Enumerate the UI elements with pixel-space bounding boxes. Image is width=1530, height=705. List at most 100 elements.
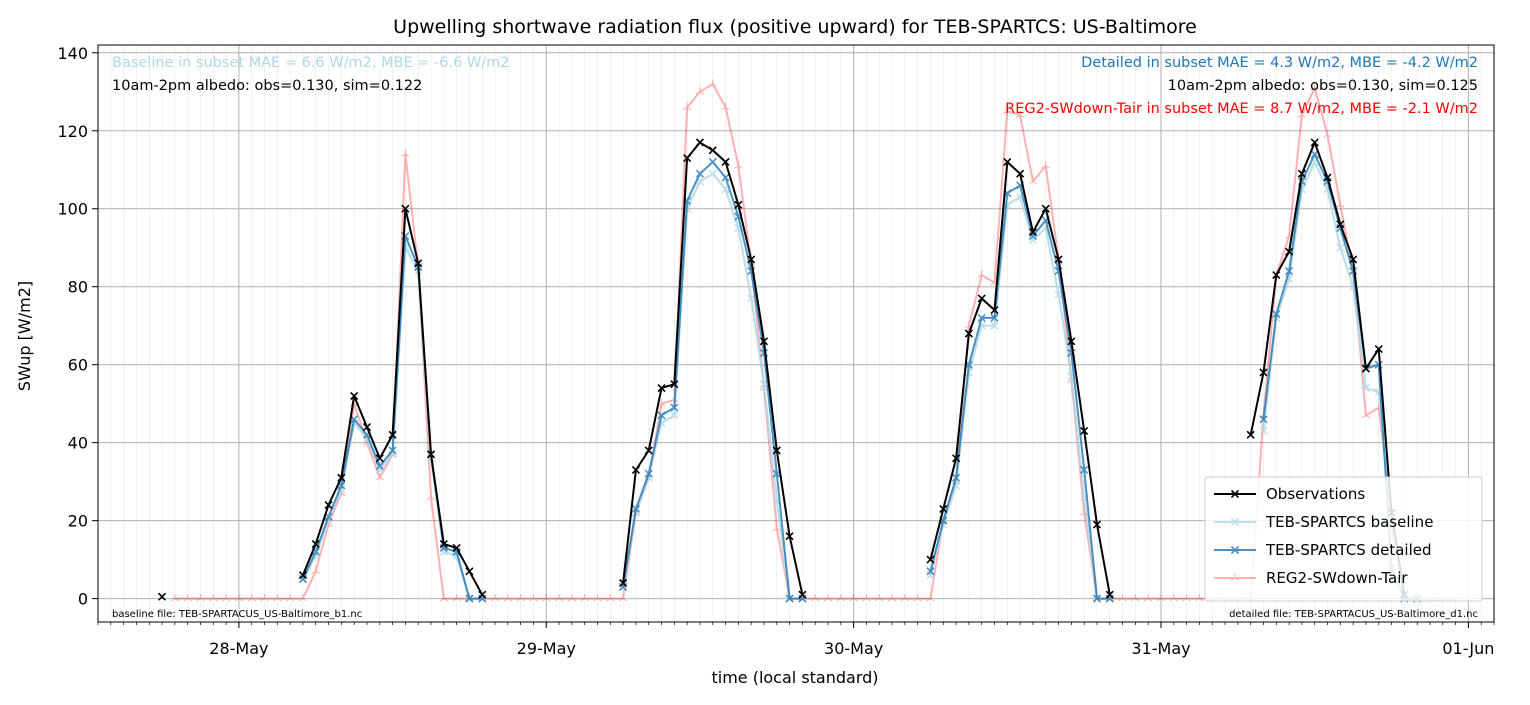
data-point-observations: [1361, 364, 1370, 373]
y-axis-label: SWup [W/m2]: [15, 281, 34, 391]
data-point-observations: [683, 153, 692, 163]
data-point-reg2-swdown-tair: [1041, 161, 1050, 169]
data-point-observations: [311, 539, 320, 549]
data-point-observations: [478, 590, 487, 599]
data-point-reg2-swdown-tair: [426, 492, 436, 500]
data-point-reg2-swdown-tair: [542, 594, 551, 602]
data-point-teb-spartcs-detailed: [977, 313, 986, 322]
data-point-teb-spartcs-detailed: [388, 446, 397, 455]
data-point-observations: [1041, 204, 1050, 213]
data-point-teb-spartcs-detailed: [695, 169, 705, 178]
legend-handles: [1214, 489, 1256, 581]
data-point-reg2-swdown-tair: [273, 594, 282, 602]
data-point-observations: [439, 539, 448, 549]
data-point-reg2-swdown-tair: [875, 594, 884, 602]
data-point-reg2-swdown-tair: [529, 594, 538, 602]
data-point-reg2-swdown-tair: [1015, 110, 1025, 118]
data-point-observations: [747, 255, 756, 264]
data-point-teb-spartcs-detailed: [1285, 267, 1294, 276]
data-point-observations: [1374, 345, 1383, 354]
data-point-reg2-swdown-tair: [1310, 83, 1319, 91]
data-point-reg2-swdown-tair: [1182, 594, 1191, 602]
data-point-observations: [337, 473, 346, 482]
data-point-observations: [1272, 270, 1281, 280]
data-point-reg2-swdown-tair: [708, 79, 717, 87]
data-point-reg2-swdown-tair: [580, 594, 589, 602]
plot-frame: [97, 44, 1495, 623]
data-point-teb-spartcs-detailed: [1092, 594, 1102, 603]
y-tick-label: 0: [78, 590, 88, 609]
data-point-reg2-swdown-tair: [401, 149, 410, 157]
data-point-teb-spartcs-baseline: [990, 321, 999, 330]
data-point-observations: [798, 590, 807, 599]
data-point-reg2-swdown-tair: [682, 102, 692, 111]
legend-label-baseline: TEB-SPARTCS baseline: [1265, 513, 1433, 531]
data-point-observations: [926, 555, 935, 564]
legend-label-observations: Observations: [1266, 485, 1365, 503]
data-point-observations: [388, 430, 397, 439]
data-point-observations: [644, 446, 653, 455]
data-point-teb-spartcs-detailed: [785, 594, 794, 603]
annotation-baseline-stats: Baseline in subset MAE = 6.6 W/m2, MBE =…: [112, 55, 510, 71]
data-point-reg2-swdown-tair: [1361, 410, 1371, 419]
data-point-observations: [1323, 173, 1332, 182]
data-point-teb-spartcs-detailed: [465, 594, 474, 603]
data-point-reg2-swdown-tair: [503, 594, 513, 602]
data-point-reg2-swdown-tair: [721, 102, 730, 111]
data-point-reg2-swdown-tair: [823, 594, 833, 602]
data-point-reg2-swdown-tair: [1323, 130, 1332, 138]
data-point-teb-spartcs-baseline: [1361, 384, 1370, 393]
legend-label-reg2: REG2-SWdown-Tair: [1266, 569, 1408, 587]
x-tick-label: 30-May: [824, 639, 883, 658]
data-point-reg2-swdown-tair: [1003, 106, 1012, 115]
data-point-observations: [1349, 255, 1358, 264]
data-point-observations: [1297, 169, 1306, 178]
data-point-reg2-swdown-tair: [452, 594, 461, 602]
data-point-teb-spartcs-detailed: [1310, 150, 1319, 159]
data-point-reg2-swdown-tair: [887, 594, 897, 602]
x-axis-label: time (local standard): [711, 668, 878, 687]
data-point-observations: [362, 423, 372, 432]
data-point-observations: [414, 259, 423, 268]
data-point-observations: [1092, 520, 1102, 529]
data-point-observations: [657, 384, 666, 393]
data-point-teb-spartcs-detailed: [657, 411, 666, 420]
data-point-observations: [350, 391, 359, 400]
data-point-observations: [977, 294, 986, 303]
data-point-reg2-swdown-tair: [1297, 110, 1307, 118]
data-point-observations: [157, 592, 167, 601]
data-point-teb-spartcs-detailed: [670, 403, 679, 412]
data-point-observations: [785, 532, 794, 541]
data-point-reg2-swdown-tair: [247, 594, 256, 602]
data-point-reg2-swdown-tair: [1028, 176, 1038, 185]
data-point-observations: [619, 578, 628, 588]
data-point-observations: [1016, 169, 1025, 178]
y-tick-label: 100: [57, 200, 88, 219]
data-point-reg2-swdown-tair: [606, 594, 615, 602]
data-point-observations: [939, 504, 948, 514]
chart-title: Upwelling shortwave radiation flux (posi…: [393, 16, 1197, 38]
legend-handle-teb-spartcs-detailed: [1214, 545, 1256, 555]
data-point-observations: [721, 157, 730, 167]
data-point-reg2-swdown-tair: [1169, 594, 1179, 602]
data-point-teb-spartcs-detailed: [1259, 415, 1268, 424]
data-point-reg2-swdown-tair: [977, 270, 986, 278]
annotation-baseline-albedo: 10am-2pm albedo: obs=0.130, sim=0.122: [112, 78, 422, 94]
data-point-observations: [375, 454, 384, 463]
data-point-teb-spartcs-detailed: [990, 313, 999, 322]
data-point-reg2-swdown-tair: [285, 594, 295, 602]
data-point-reg2-swdown-tair: [170, 594, 180, 602]
data-point-reg2-swdown-tair: [836, 594, 846, 602]
data-point-observations: [708, 146, 717, 155]
y-tick-label: 20: [68, 512, 88, 531]
y-tick-label: 120: [57, 122, 88, 141]
data-point-reg2-swdown-tair: [234, 594, 244, 602]
x-tick-label: 29-May: [517, 639, 576, 658]
data-point-reg2-swdown-tair: [554, 594, 564, 602]
data-point-reg2-swdown-tair: [1131, 594, 1140, 602]
data-point-teb-spartcs-detailed: [375, 461, 384, 471]
axis-ticks: 28-May 29-May 30-May 31-May 01-Jun 0 20 40 60 80 1…: [57, 44, 1494, 658]
legend-handle-observations: [1214, 489, 1256, 499]
data-point-reg2-swdown-tair: [695, 87, 705, 95]
